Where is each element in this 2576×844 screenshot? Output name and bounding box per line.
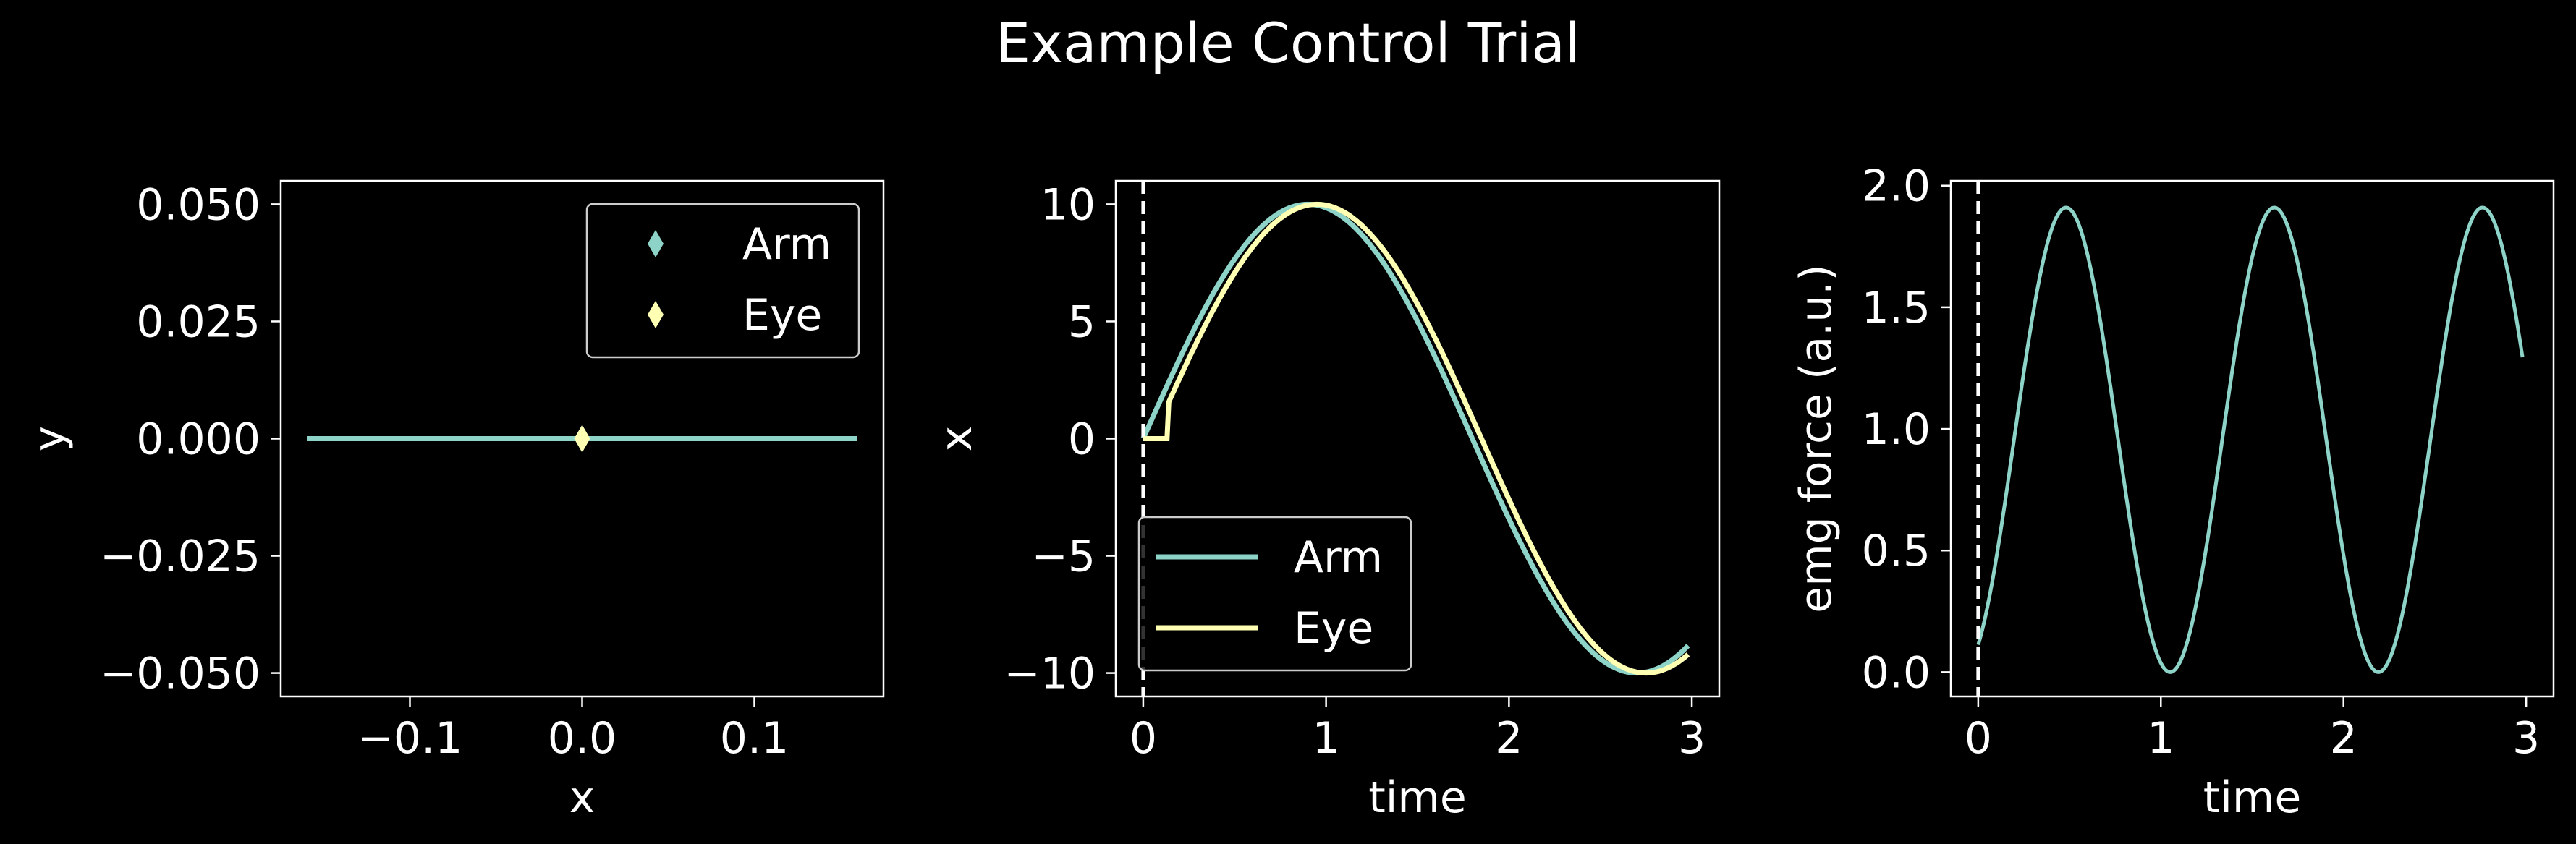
- y-axis-label: y: [24, 426, 75, 452]
- y-tick-label: 0.5: [1862, 526, 1931, 576]
- y-tick-label: 0.000: [136, 414, 260, 465]
- figure-title: Example Control Trial: [996, 11, 1580, 75]
- y-tick-label: 2.0: [1862, 161, 1931, 212]
- x-tick-label: 1: [1313, 713, 1340, 764]
- axes-frame: [1949, 179, 2555, 698]
- point-eye: [574, 425, 590, 453]
- y-tick-label: 0.025: [136, 297, 260, 347]
- x-axis-label: time: [2203, 772, 2302, 823]
- y-tick-label: 1.0: [1862, 404, 1931, 455]
- x-axis-label: time: [1368, 772, 1467, 823]
- y-tick-label: 5: [1068, 297, 1096, 347]
- x-tick-label: 3: [1678, 713, 1706, 764]
- x-tick-label: −0.1: [357, 713, 463, 764]
- y-tick-label: 0: [1068, 414, 1096, 465]
- y-tick-label: 1.5: [1862, 283, 1931, 333]
- position-panel: −0.1 0.0 0.1 0.050 0.025 0.000 −0.025 −0.050 x y A…: [24, 179, 885, 823]
- y-tick-label: −5: [1032, 532, 1096, 582]
- x-tick-label: 0: [1130, 713, 1157, 764]
- position-time-panel: 0 1 2 3 10 5 0 −5 −10 time x Arm Eye: [931, 179, 1721, 823]
- x-tick-label: 1: [2147, 713, 2174, 764]
- x-tick-label: 0.0: [548, 713, 617, 764]
- y-tick-label: −10: [1004, 649, 1096, 699]
- x-tick-label: 0.1: [720, 713, 789, 764]
- x-tick-label: 0: [1965, 713, 1992, 764]
- x-axis-label: x: [569, 772, 596, 823]
- legend-label-eye: Eye: [1294, 603, 1373, 654]
- y-tick-label: 0.0: [1862, 647, 1931, 698]
- series-line-emg: [1976, 205, 2525, 674]
- legend-label-arm: Arm: [1294, 532, 1383, 583]
- x-tick-label: 3: [2512, 713, 2540, 764]
- series-line-arm: [1140, 201, 1690, 676]
- y-tick-label: 10: [1041, 179, 1096, 230]
- y-axis-label: emg force (a.u.): [1791, 264, 1842, 613]
- y-tick-label: 0.050: [136, 179, 260, 230]
- legend-label-arm: Arm: [742, 219, 831, 270]
- emg-force-panel: 0 1 2 3 2.0 1.5 1.0 0.5 0.0 time emg force (a.u.): [1791, 161, 2555, 823]
- x-tick-label: 2: [2330, 713, 2357, 764]
- x-tick-label: 2: [1495, 713, 1522, 764]
- y-axis-label: x: [931, 426, 982, 452]
- y-tick-label: −0.050: [100, 649, 260, 699]
- series-line-eye: [1143, 201, 1690, 676]
- legend-marker-eye: [648, 301, 664, 328]
- legend-label-eye: Eye: [742, 290, 822, 341]
- legend-marker-arm: [648, 230, 664, 257]
- y-tick-label: −0.025: [100, 532, 260, 582]
